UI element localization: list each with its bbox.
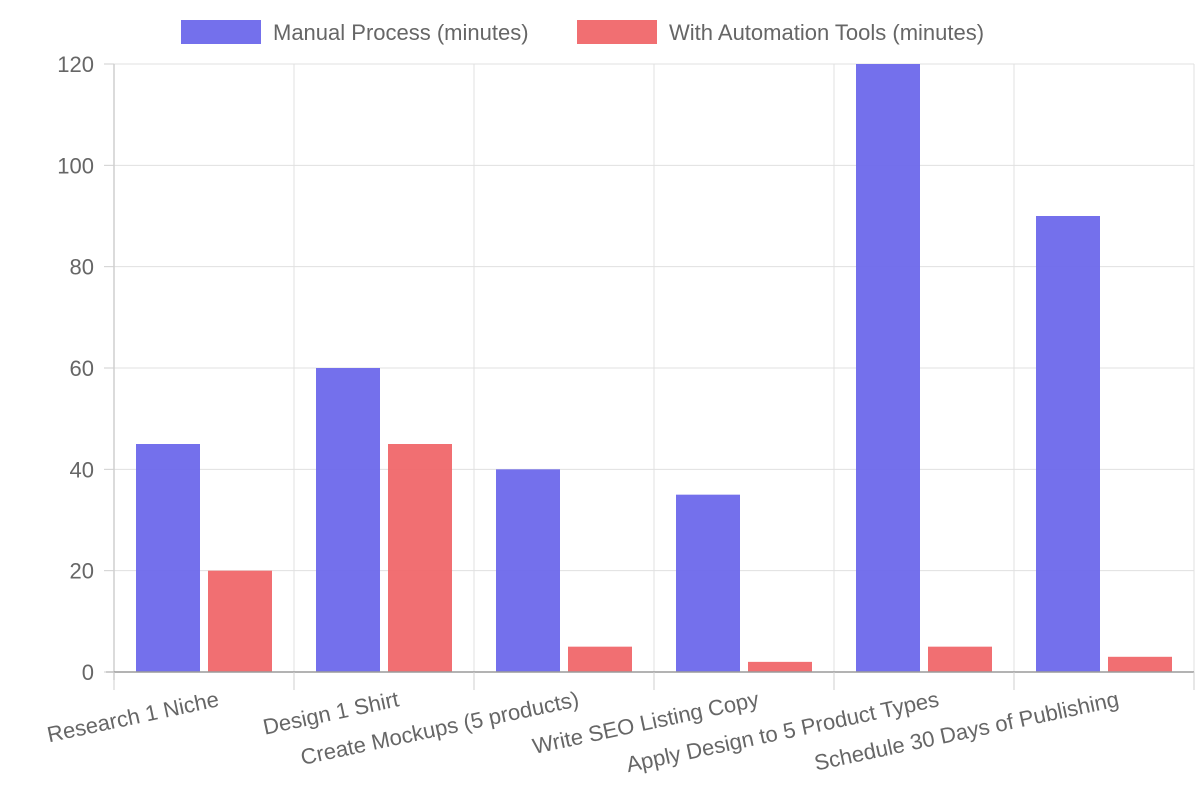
axes	[106, 64, 1195, 690]
y-tick-label-4: 80	[70, 255, 94, 280]
bar-automation-5[interactable]	[1108, 656, 1172, 672]
bar-manual-0[interactable]	[136, 444, 200, 672]
bar-manual-4[interactable]	[856, 64, 920, 672]
y-tick-label-3: 60	[70, 356, 94, 381]
legend-label-0[interactable]: Manual Process (minutes)	[273, 20, 529, 45]
legend-swatch-0[interactable]	[181, 20, 261, 44]
legend-label-1[interactable]: With Automation Tools (minutes)	[669, 20, 984, 45]
legend-swatch-1[interactable]	[577, 20, 657, 44]
y-tick-label-0: 0	[82, 660, 94, 685]
x-tick-label-0: Research 1 Niche	[45, 686, 221, 747]
bar-automation-4[interactable]	[928, 646, 992, 672]
bar-automation-2[interactable]	[568, 646, 632, 672]
y-tick-label-6: 120	[57, 52, 94, 77]
legend: Manual Process (minutes) With Automation …	[181, 20, 984, 45]
bar-manual-2[interactable]	[496, 469, 560, 672]
bar-automation-3[interactable]	[748, 661, 812, 672]
x-tick-label-4: Apply Design to 5 Product Types	[624, 686, 941, 777]
y-tick-label-2: 40	[70, 457, 94, 482]
bar-manual-1[interactable]	[316, 368, 380, 672]
bars	[136, 64, 1172, 672]
y-axis-ticks: 0 20 40 60 80 100 120	[57, 52, 114, 685]
y-tick-label-5: 100	[57, 153, 94, 178]
bar-manual-3[interactable]	[676, 494, 740, 672]
bar-automation-0[interactable]	[208, 570, 272, 672]
x-tick-label-5: Schedule 30 Days of Publishing	[812, 686, 1121, 775]
grid-lines	[114, 63, 1195, 673]
bar-manual-5[interactable]	[1036, 216, 1100, 672]
bar-automation-1[interactable]	[388, 444, 452, 672]
y-tick-label-1: 20	[70, 559, 94, 584]
